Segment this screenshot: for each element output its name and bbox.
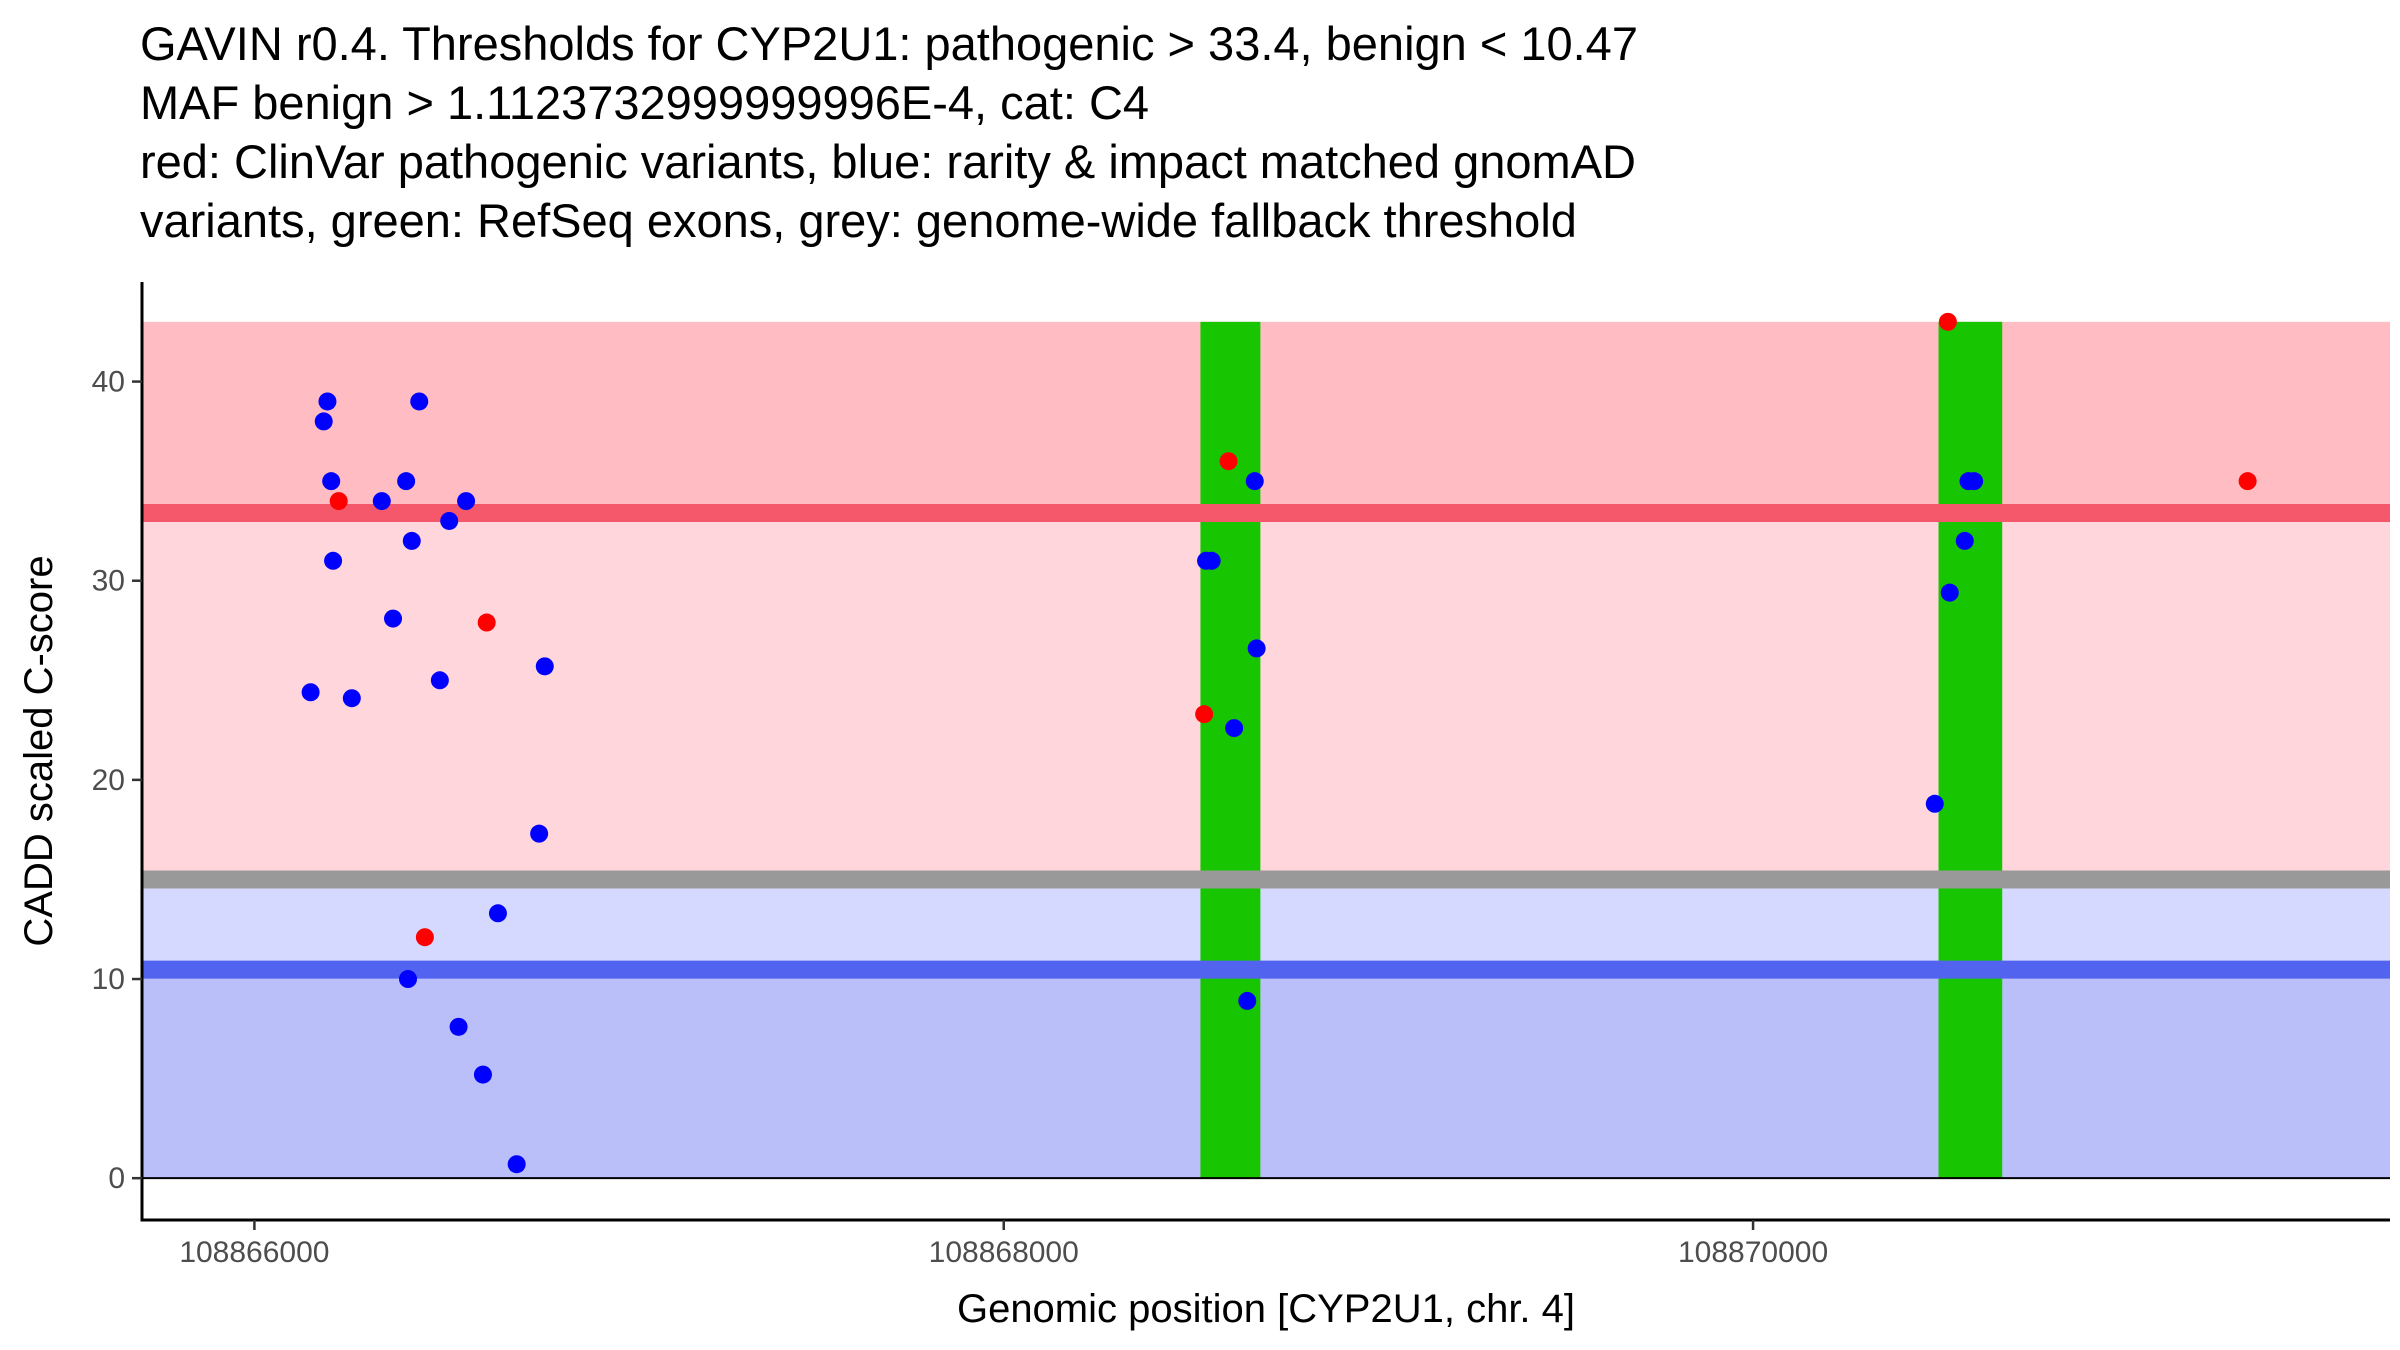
gnomad-variant-point [440,511,459,530]
gnomad-variant-point [535,657,554,676]
gnomad-variant-point [1238,991,1257,1010]
gnomad-variant-point [1955,531,1974,550]
gnomad-variant-point [1965,472,1984,491]
gnomad-variant-point [488,904,507,923]
chart-title: GAVIN r0.4. Thresholds for CYP2U1: patho… [140,14,2340,250]
title-line-2: MAF benign > 1.1123732999999996E-4, cat:… [140,76,1150,129]
title-line-4: variants, green: RefSeq exons, grey: gen… [140,194,1577,247]
gnomad-variant-point [1247,639,1266,658]
pathogenic-variant-point [1219,452,1238,471]
variant-points [301,312,2257,1174]
gnomad-variant-point [410,392,429,411]
gnomad-variant-point [322,472,341,491]
pathogenic-variant-point [477,613,496,632]
y-tick-label: 20 [92,764,125,797]
exon-bar-2 [1938,321,2003,1179]
gnomad-variant-point [430,671,449,690]
gnomad-variant-point [342,689,361,708]
x-tick-label: 108868000 [929,1236,1079,1269]
gnomad-variant-point [530,824,549,843]
exon-bar-1 [1200,321,1261,1179]
gnomad-variant-point [1940,583,1959,602]
threshold-bands [142,321,2390,1179]
y-tick-label: 0 [108,1162,125,1195]
y-tick-label: 40 [92,366,125,399]
y-axis-title: CADD scaled C-score [17,555,61,946]
gnomad-variant-point [1245,472,1264,491]
title-line-3: red: ClinVar pathogenic variants, blue: … [140,135,1636,188]
gnomad-variant-point [399,970,418,989]
gnomad-variant-point [372,492,391,511]
y-tick-label: 30 [92,565,125,598]
pathogenic-variant-point [329,492,348,511]
benign-to-grey-zone [142,879,2390,970]
pathogenic-variant-point [1938,312,1957,331]
axes [132,282,2390,1230]
grey-to-pathogenic-zone [142,513,2390,880]
x-tick-label: 108870000 [1678,1236,1828,1269]
gnomad-variant-point [1225,719,1244,738]
gnomad-variant-point [402,531,421,550]
pathogenic-variant-point [415,928,434,947]
pathogenic-variant-point [2238,472,2257,491]
gnomad-variant-point [318,392,337,411]
gnomad-variant-point [384,609,403,628]
tick-labels: 0 10 20 30 40 108866000 108868000 108870000 [92,366,1829,1269]
gnomad-variant-point [457,492,476,511]
pathogenic-zone [142,321,2390,514]
pathogenic-variant-point [1195,705,1214,724]
gnomad-variant-point [301,683,320,702]
threshold-lines [142,504,2390,979]
title-line-1: GAVIN r0.4. Thresholds for CYP2U1: patho… [140,17,1638,70]
gnomad-variant-point [1925,794,1944,813]
y-tick-label: 10 [92,963,125,996]
gnomad-variant-point [314,412,333,431]
gnomad-variant-point [473,1065,492,1084]
gnomad-variant-point [449,1017,468,1036]
gnomad-variant-point [324,551,343,570]
benign-zone [142,969,2390,1179]
gnomad-variant-point [507,1155,526,1174]
x-axis-title: Genomic position [CYP2U1, chr. 4] [957,1287,1575,1331]
gnomad-variant-point [397,472,416,491]
x-tick-label: 108866000 [179,1236,329,1269]
gnomad-variant-point [1202,551,1221,570]
